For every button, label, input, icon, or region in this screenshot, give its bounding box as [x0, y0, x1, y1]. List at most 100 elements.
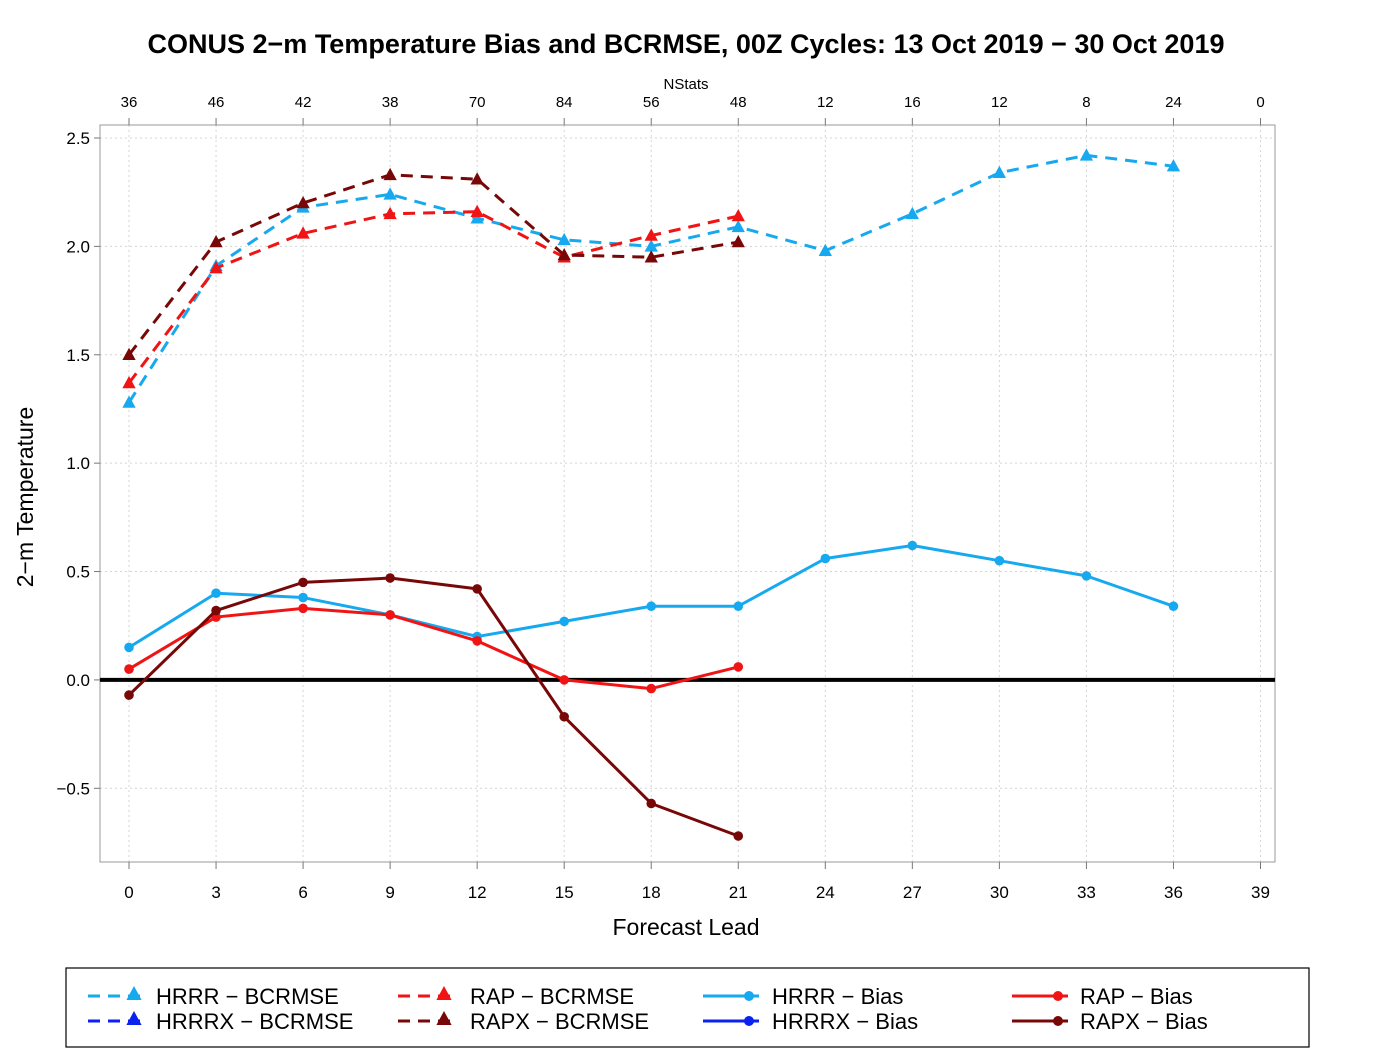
- legend: HRRR − BCRMSE RAP − BCRMSE HRRR − Bias RAP …: [88, 984, 1208, 1034]
- data-point-triangle: [209, 235, 223, 248]
- data-point-triangle: [557, 232, 571, 246]
- nstats-tick-label: 84: [556, 94, 573, 111]
- nstats-tick-label: 12: [991, 94, 1008, 111]
- x-tick-label: 30: [990, 883, 1009, 902]
- legend-label: HRRR − Bias: [772, 984, 903, 1009]
- nstats-tick-label: 56: [643, 94, 660, 111]
- data-point-triangle: [122, 375, 136, 389]
- data-point-circle: [472, 636, 482, 646]
- data-point-circle: [1168, 601, 1179, 612]
- data-point-triangle: [644, 250, 658, 263]
- nstats-axis-label: NStats: [663, 76, 708, 93]
- data-point-circle: [820, 553, 831, 564]
- chart-title: CONUS 2−m Temperature Bias and BCRMSE, 0…: [148, 29, 1225, 59]
- data-point-circle: [298, 577, 308, 588]
- data-point-circle: [646, 683, 657, 694]
- legend-label: RAP − Bias: [1080, 984, 1193, 1009]
- data-point-triangle: [383, 206, 397, 220]
- data-point-circle: [298, 592, 308, 603]
- x-tick-label: 27: [903, 883, 922, 902]
- nstats-tick-label: 0: [1256, 94, 1264, 111]
- data-point-triangle: [731, 235, 745, 248]
- data-point-triangle: [470, 211, 484, 224]
- legend-swatch-circle: [744, 991, 754, 1001]
- data-point-triangle: [557, 248, 571, 261]
- data-point-triangle: [383, 167, 397, 181]
- y-axis-label: 2−m Temperature: [12, 407, 38, 587]
- legend-label: HRRR − BCRMSE: [156, 984, 339, 1009]
- data-point-triangle: [470, 172, 484, 185]
- data-point-triangle: [296, 196, 310, 209]
- data-point-triangle: [1166, 159, 1181, 172]
- data-point-triangle: [992, 165, 1007, 178]
- data-point-triangle: [470, 204, 484, 217]
- series-line: [127, 210, 739, 384]
- data-point-circle: [907, 540, 918, 551]
- y-tick-label: 1.5: [66, 346, 90, 365]
- data-point-triangle: [644, 228, 658, 241]
- x-axis-ticks: 0 3 6 9 12 15 18 21 24 27 30 33 36 39: [124, 862, 1270, 902]
- legend-label: RAPX − Bias: [1080, 1009, 1208, 1034]
- series-group: [122, 148, 1181, 841]
- x-tick-label: 36: [1164, 883, 1183, 902]
- data-point-triangle: [731, 209, 745, 222]
- legend-entry-rap-bcrmse: RAP − BCRMSE: [398, 984, 634, 1009]
- x-tick-label: 3: [211, 883, 220, 902]
- data-point-circle: [559, 675, 569, 685]
- legend-swatch-circle: [1053, 991, 1063, 1001]
- x-tick-label: 33: [1077, 883, 1096, 902]
- data-point-circle: [559, 616, 569, 627]
- x-tick-label: 21: [729, 883, 748, 902]
- data-point-circle: [298, 603, 308, 614]
- legend-entry-hrrr-bcrmse: HRRR − BCRMSE: [88, 984, 339, 1009]
- legend-entry-hrrr-bias: HRRR − Bias: [703, 984, 903, 1009]
- legend-swatch-triangle: [126, 1011, 142, 1025]
- data-point-triangle: [122, 395, 136, 408]
- nstats-tick-label: 42: [295, 94, 312, 111]
- data-point-triangle: [644, 239, 658, 252]
- legend-label: RAPX − BCRMSE: [470, 1009, 649, 1034]
- nstats-ticks: 36 46 42 38 70 84 56 48 12 16 12 8 24 0: [121, 94, 1265, 125]
- grid-lines: [100, 125, 1275, 862]
- data-point-circle: [385, 573, 395, 583]
- series-line: [128, 606, 739, 691]
- data-point-triangle: [905, 206, 919, 220]
- series-rapx-bias: [124, 573, 744, 841]
- data-point-circle: [994, 555, 1005, 566]
- legend-box: [65, 967, 1310, 1048]
- nstats-tick-label: 16: [904, 94, 921, 111]
- data-point-circle: [211, 588, 221, 599]
- legend-swatch-triangle: [436, 986, 452, 1000]
- plot-area-frame: [99, 124, 1276, 863]
- data-point-circle: [385, 610, 395, 620]
- series-hrrr-bcrmse: [122, 148, 1181, 408]
- x-tick-label: 12: [468, 883, 487, 902]
- y-tick-label: 2.0: [66, 237, 90, 256]
- nstats-tick-label: 24: [1165, 94, 1182, 111]
- nstats-tick-label: 46: [208, 94, 225, 111]
- series-line: [127, 576, 739, 838]
- data-point-triangle: [122, 347, 136, 361]
- legend-entry-rap-bias: RAP − Bias: [1012, 984, 1193, 1009]
- data-point-circle: [1081, 571, 1092, 581]
- nstats-tick-label: 70: [469, 94, 486, 111]
- x-tick-label: 39: [1251, 883, 1270, 902]
- nstats-tick-label: 36: [121, 94, 138, 111]
- x-tick-label: 24: [816, 883, 835, 902]
- legend-entry-rapx-bias: RAPX − Bias: [1012, 1009, 1208, 1034]
- series-line: [127, 173, 739, 356]
- data-point-circle: [124, 664, 134, 674]
- x-tick-label: 18: [642, 883, 661, 902]
- y-tick-label: −0.5: [56, 779, 90, 798]
- data-point-circle: [733, 831, 744, 841]
- nstats-tick-label: 48: [730, 94, 747, 111]
- data-point-triangle: [209, 261, 223, 274]
- data-point-circle: [646, 601, 657, 612]
- nstats-tick-label: 38: [382, 94, 399, 111]
- data-point-circle: [124, 690, 134, 700]
- legend-swatch-triangle: [436, 1011, 452, 1025]
- data-point-circle: [211, 605, 221, 616]
- data-point-triangle: [1079, 148, 1094, 161]
- data-point-circle: [733, 601, 744, 612]
